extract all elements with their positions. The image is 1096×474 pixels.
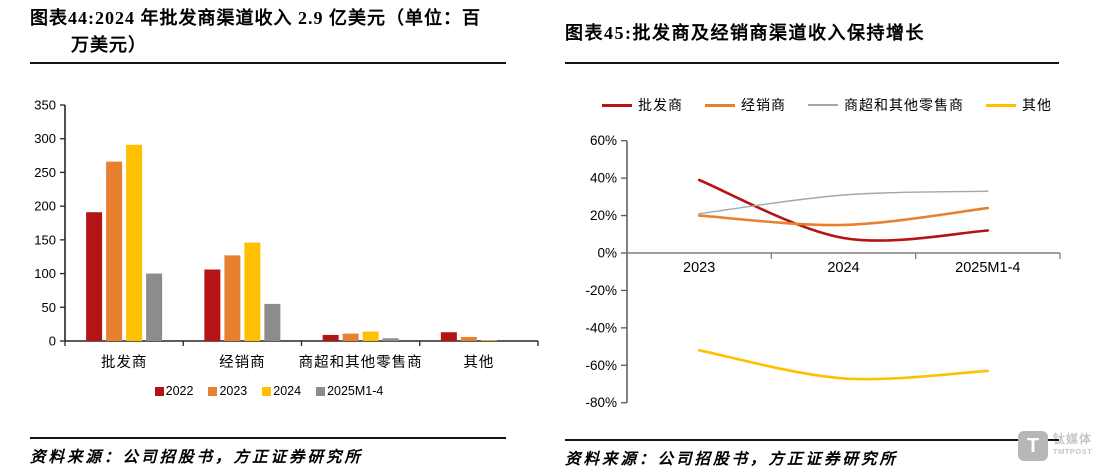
- legend-item: 经销商: [705, 95, 786, 115]
- legend-swatch-icon: [316, 386, 326, 396]
- legend-label: 经销商: [741, 99, 786, 114]
- legend-item: 2024: [262, 384, 301, 398]
- bar-2023: [460, 336, 477, 341]
- figure-44-top-rule: [30, 62, 506, 64]
- figure-44-bar-chart: 0 50 100 150 200 250 300 350 批发商 经销商 商超和其他零售商 其他: [30, 86, 540, 386]
- legend-item: 2023: [208, 384, 247, 398]
- y-tick-label: 100: [34, 266, 56, 281]
- y-tick-label: 150: [34, 232, 56, 247]
- legend-label: 2022: [165, 384, 194, 398]
- bar-2023: [224, 255, 241, 341]
- bar-2025M1-4: [264, 303, 281, 341]
- y-tick-label: -20%: [585, 283, 617, 298]
- figure-45-title: 图表45:批发商及经销商渠道收入保持增长: [565, 23, 925, 43]
- y-tick-label: -80%: [585, 395, 617, 410]
- figure-44-panel: 图表44:2024 年批发商渠道收入 2.9 亿美元（单位：百 万美元） 0 50…: [30, 5, 540, 466]
- y-tick-label: 0: [49, 334, 56, 349]
- legend-label: 商超和其他零售商: [844, 99, 964, 114]
- legend-item: 批发商: [602, 95, 683, 115]
- legend-item: 其他: [986, 95, 1052, 115]
- bar-2024: [362, 331, 379, 341]
- y-tick-label: 300: [34, 131, 56, 146]
- x-category-label: 批发商: [101, 354, 148, 371]
- legend-item: 2022: [154, 384, 194, 398]
- tmtpost-logo-icon: T: [1018, 431, 1048, 461]
- figure-45-panel: 图表45:批发商及经销商渠道收入保持增长 批发商 经销商 商超和其他零售商 其他 60…: [548, 0, 1096, 474]
- bar-2022: [322, 334, 339, 341]
- bar-2024: [244, 242, 261, 341]
- y-tick-label: 0%: [597, 246, 617, 261]
- series-line-1: [697, 206, 990, 227]
- figure-44-plot: 0 50 100 150 200 250 300 350 批发商 经销商 商超和其他零售商 其他: [34, 98, 539, 371]
- legend-item: 商超和其他零售商: [808, 95, 964, 115]
- series-line-3: [697, 349, 990, 381]
- y-tick-label: -40%: [585, 320, 617, 335]
- y-tick-label: -60%: [585, 358, 617, 373]
- legend-label: 其他: [1022, 99, 1052, 114]
- bar-2022: [86, 212, 103, 341]
- bar-2024: [126, 144, 143, 341]
- figure-45-plot: 60% 40% 20% 0% -20% -40% -60% -80% 2023 2024 2025M…: [585, 133, 1061, 410]
- figure-45-line-chart: 60% 40% 20% 0% -20% -40% -60% -80% 2023 2024 2025M…: [548, 118, 1096, 418]
- figure-44-title-line1: 图表44:2024 年批发商渠道收入 2.9 亿美元（单位：百: [30, 8, 481, 28]
- x-category-label: 2024: [827, 260, 859, 276]
- x-category-label: 2023: [683, 260, 715, 276]
- x-category-label: 2025M1-4: [955, 260, 1020, 276]
- legend-item: 2025M1-4: [316, 384, 383, 398]
- y-tick-label: 40%: [590, 171, 617, 186]
- series-line-0: [697, 178, 990, 242]
- tmtpost-watermark-en: TMTPOST: [1053, 447, 1093, 456]
- bar-2025M1-4: [146, 273, 163, 341]
- x-category-label: 商超和其他零售商: [299, 354, 423, 371]
- y-tick-label: 250: [34, 165, 56, 180]
- figure-44-title-line2: 万美元）: [71, 35, 147, 55]
- y-tick-label: 50: [42, 300, 56, 315]
- legend-swatch-icon: [986, 103, 1016, 107]
- x-category-label: 其他: [463, 354, 494, 371]
- legend-swatch-icon: [808, 104, 838, 106]
- legend-label: 批发商: [638, 99, 683, 114]
- legend-swatch-icon: [262, 386, 272, 396]
- y-tick-label: 60%: [590, 133, 617, 148]
- tmtpost-watermark: 钛媒体 TMTPOST: [1053, 433, 1092, 456]
- figure-45-legend: 批发商 经销商 商超和其他零售商 其他: [588, 95, 1066, 115]
- legend-swatch-icon: [154, 386, 164, 396]
- figure-44-legend: 2022 2023 2024 2025M1-4: [30, 384, 508, 398]
- figure-45-bottom-rule: [565, 439, 1059, 441]
- bar-2023: [342, 333, 359, 341]
- y-tick-label: 20%: [590, 208, 617, 223]
- bar-2022: [204, 269, 221, 341]
- bar-2023: [106, 161, 123, 341]
- x-category-label: 经销商: [219, 354, 266, 371]
- legend-swatch-icon: [602, 103, 632, 107]
- bar-2022: [440, 332, 457, 341]
- tmtpost-watermark-cn: 钛媒体: [1053, 432, 1093, 446]
- figure-44-source: 资料来源：公司招股书，方正证券研究所: [30, 449, 364, 466]
- figure-45-source: 资料来源：公司招股书，方正证券研究所: [565, 451, 899, 468]
- legend-label: 2023: [219, 384, 248, 398]
- figure-44-title: 图表44:2024 年批发商渠道收入 2.9 亿美元（单位：百 万美元）: [30, 5, 530, 59]
- legend-swatch-icon: [208, 386, 218, 396]
- legend-label: 2024: [273, 384, 302, 398]
- bar-2025M1-4: [382, 338, 399, 341]
- series-line-2: [698, 190, 989, 215]
- y-tick-label: 200: [34, 199, 56, 214]
- bar-2024: [480, 340, 497, 341]
- legend-label: 2025M1-4: [327, 384, 384, 398]
- figure-44-bottom-rule: [30, 437, 506, 439]
- tmtpost-logo-letter: T: [1026, 434, 1040, 457]
- legend-swatch-icon: [705, 103, 735, 107]
- y-tick-label: 350: [34, 98, 56, 113]
- figure-45-top-rule: [565, 62, 1059, 64]
